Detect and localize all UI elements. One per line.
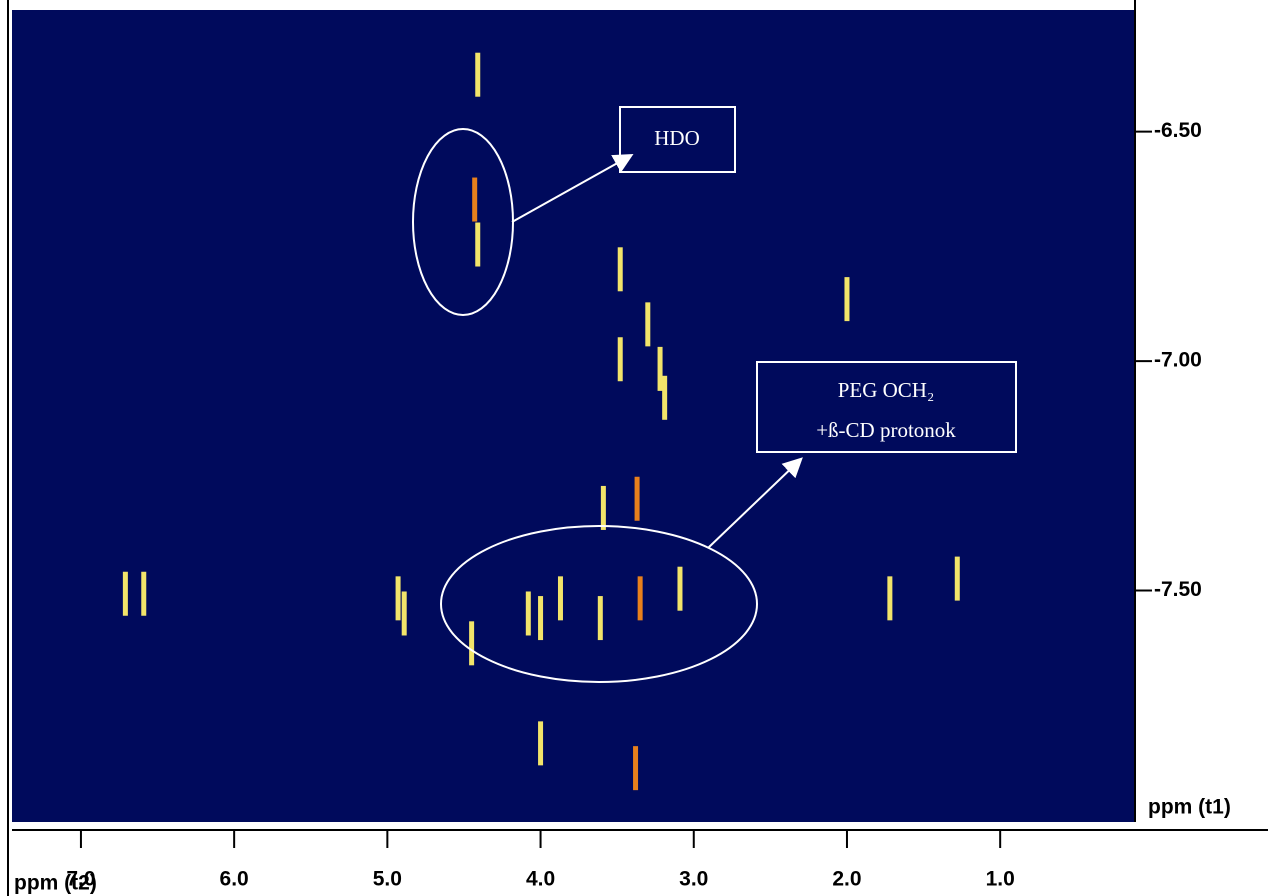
peak <box>141 572 146 616</box>
peak <box>598 596 603 640</box>
y-tick-label: -7.00 <box>1154 349 1202 372</box>
peak <box>645 302 650 346</box>
peak <box>402 591 407 635</box>
x-tick-label: 1.0 <box>986 868 1015 891</box>
peak <box>538 596 543 640</box>
peak <box>469 621 474 665</box>
peak <box>955 557 960 601</box>
peak <box>475 53 480 97</box>
x-tick-label: 5.0 <box>373 868 402 891</box>
x-tick-label: 2.0 <box>832 868 861 891</box>
annotation: +ß-CD protonok <box>816 418 956 442</box>
peak <box>658 347 663 391</box>
y-tick-label: -6.50 <box>1154 119 1202 142</box>
peak <box>526 591 531 635</box>
peak <box>601 486 606 530</box>
annotation: PEG OCH₂ <box>838 378 935 402</box>
peak <box>677 567 682 611</box>
peak <box>887 576 892 620</box>
peak <box>635 477 640 521</box>
peak <box>558 576 563 620</box>
annotation: HDO <box>654 126 700 150</box>
y-axis-title: ppm (t1) <box>1148 796 1231 819</box>
x-tick-label: 7.0 <box>66 868 95 891</box>
peak <box>475 223 480 267</box>
peak <box>618 337 623 381</box>
peak <box>662 376 667 420</box>
peak <box>123 572 128 616</box>
peak <box>618 247 623 291</box>
chart: HDO PEG OCH₂ +ß-CD protonok ppm (t2) ppm… <box>0 0 1268 896</box>
peak <box>472 178 477 222</box>
x-tick-label: 3.0 <box>679 868 708 891</box>
x-tick-label: 4.0 <box>526 868 555 891</box>
y-tick-label: -7.50 <box>1154 578 1202 601</box>
peak <box>396 576 401 620</box>
peak <box>844 277 849 321</box>
peak <box>638 576 643 620</box>
x-tick-label: 6.0 <box>220 868 249 891</box>
peak <box>538 721 543 765</box>
peak <box>633 746 638 790</box>
plot-area <box>12 10 1135 822</box>
